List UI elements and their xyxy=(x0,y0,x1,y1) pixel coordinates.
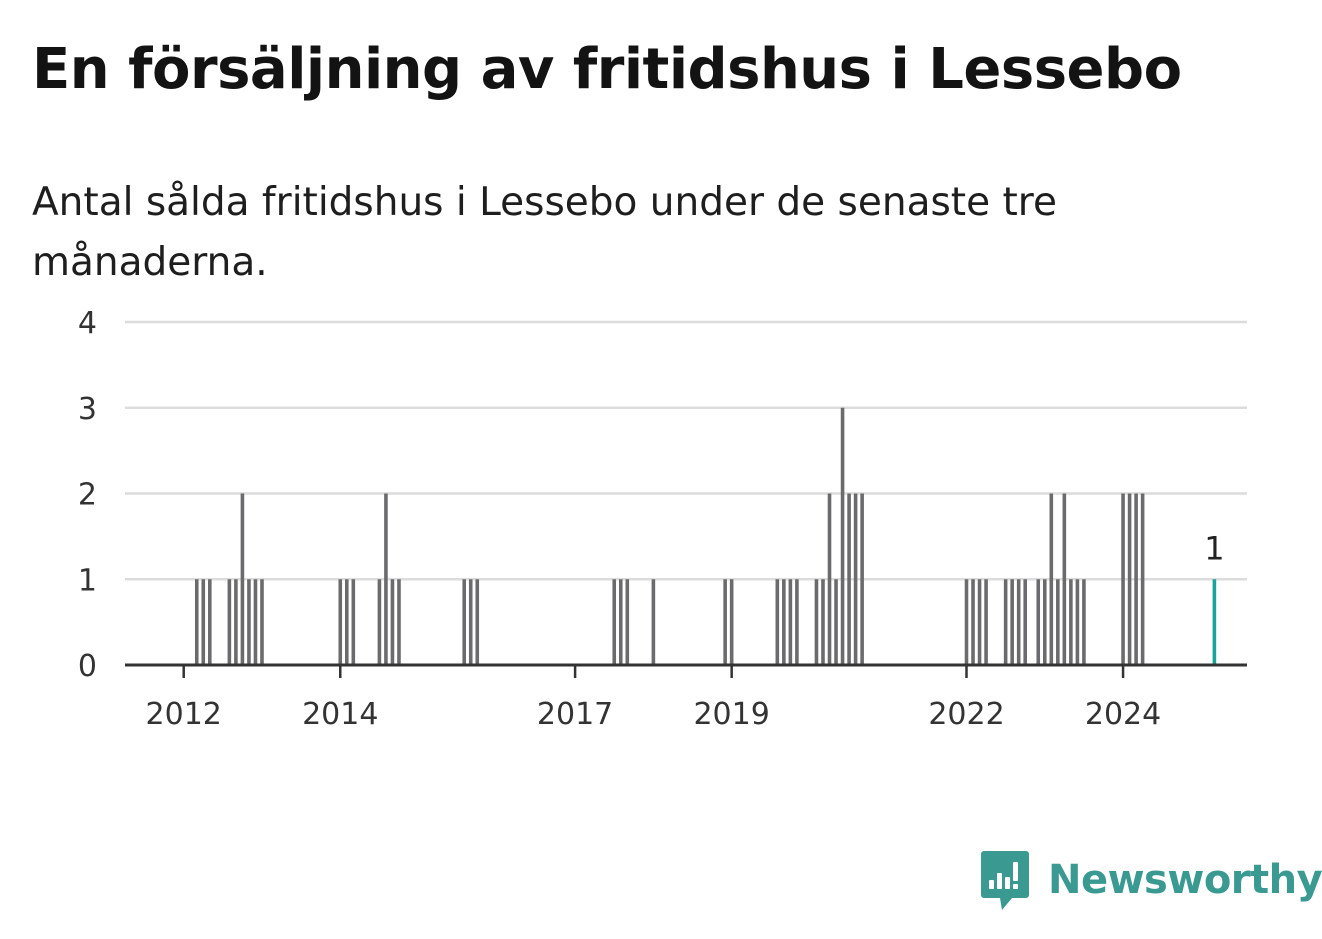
bar xyxy=(775,579,780,665)
bar xyxy=(462,579,467,665)
bar xyxy=(397,579,401,665)
bar xyxy=(618,579,623,665)
bar xyxy=(1036,579,1041,665)
bar xyxy=(344,579,349,665)
chart-subtitle: Antal sålda fritidshus i Lessebo under d… xyxy=(32,180,1057,285)
bar xyxy=(723,579,727,665)
bar xyxy=(240,493,245,665)
bar xyxy=(782,579,786,665)
bars xyxy=(194,407,1217,665)
bar xyxy=(390,579,395,665)
bar xyxy=(260,579,264,665)
bar xyxy=(847,493,851,665)
bar xyxy=(1010,579,1014,665)
y-tick-label: 1 xyxy=(78,563,97,598)
bar xyxy=(612,579,617,665)
bar xyxy=(795,579,799,665)
bar xyxy=(788,579,793,665)
bar xyxy=(247,579,251,665)
y-tick-label: 0 xyxy=(78,649,97,684)
brand-name: Newsworthy xyxy=(1048,857,1322,903)
x-tick-label: 2024 xyxy=(1085,697,1161,732)
bar xyxy=(194,579,199,665)
chart-title: En försäljning av fritidshus i Lessebo xyxy=(32,37,1182,102)
bar xyxy=(827,493,832,665)
bar xyxy=(1042,579,1047,665)
bar xyxy=(377,579,382,665)
bar xyxy=(338,579,343,665)
bar xyxy=(964,579,969,665)
bar xyxy=(840,407,845,665)
bar xyxy=(384,493,388,665)
x-axis: 2012 2014 2017 2019 2022 2024 xyxy=(125,663,1247,732)
bar xyxy=(234,579,238,665)
x-tick-label: 2012 xyxy=(146,697,222,732)
bar xyxy=(984,579,988,665)
bar xyxy=(1127,493,1132,665)
bar xyxy=(651,579,656,665)
data-label: 1 xyxy=(1204,529,1224,567)
bar xyxy=(208,579,212,665)
bar xyxy=(834,579,838,665)
y-tick-label: 4 xyxy=(78,306,97,341)
x-tick-label: 2019 xyxy=(693,697,769,732)
bar xyxy=(468,579,473,665)
y-tick-label: 3 xyxy=(78,392,97,427)
bar xyxy=(821,579,825,665)
newsworthy-logo-icon xyxy=(981,851,1029,910)
bar xyxy=(1075,579,1080,665)
bar xyxy=(1069,579,1073,665)
labels: 1 xyxy=(1204,529,1224,567)
bar xyxy=(1134,493,1138,665)
bar xyxy=(1023,579,1028,665)
bar xyxy=(201,579,206,665)
bar xyxy=(475,579,480,665)
bar xyxy=(1003,579,1008,665)
bar xyxy=(253,579,258,665)
bar xyxy=(971,579,975,665)
y-tick-label: 2 xyxy=(78,478,97,513)
bar xyxy=(977,579,982,665)
bar xyxy=(1049,493,1054,665)
x-tick-label: 2022 xyxy=(928,697,1004,732)
x-tick-label: 2014 xyxy=(302,697,378,732)
bar xyxy=(625,579,630,665)
bar xyxy=(1056,579,1060,665)
bar xyxy=(814,579,819,665)
bar xyxy=(1082,579,1086,665)
newsworthy-brand[interactable]: Newsworthy xyxy=(980,848,1322,912)
x-tick-label: 2017 xyxy=(537,697,613,732)
bar xyxy=(1062,493,1067,665)
bar xyxy=(351,579,356,665)
gridlines: 0 1 2 3 4 xyxy=(78,306,1247,684)
bar xyxy=(729,579,734,665)
bar xyxy=(860,493,864,665)
bar xyxy=(1016,579,1021,665)
bar xyxy=(227,579,232,665)
bar xyxy=(1140,493,1145,665)
bar xyxy=(853,493,858,665)
bar xyxy=(1121,493,1125,665)
bar-chart: 0 1 2 3 4 2012 2014 2017 2019 2022 2024 1 xyxy=(78,306,1247,732)
bar-highlight xyxy=(1212,579,1217,665)
